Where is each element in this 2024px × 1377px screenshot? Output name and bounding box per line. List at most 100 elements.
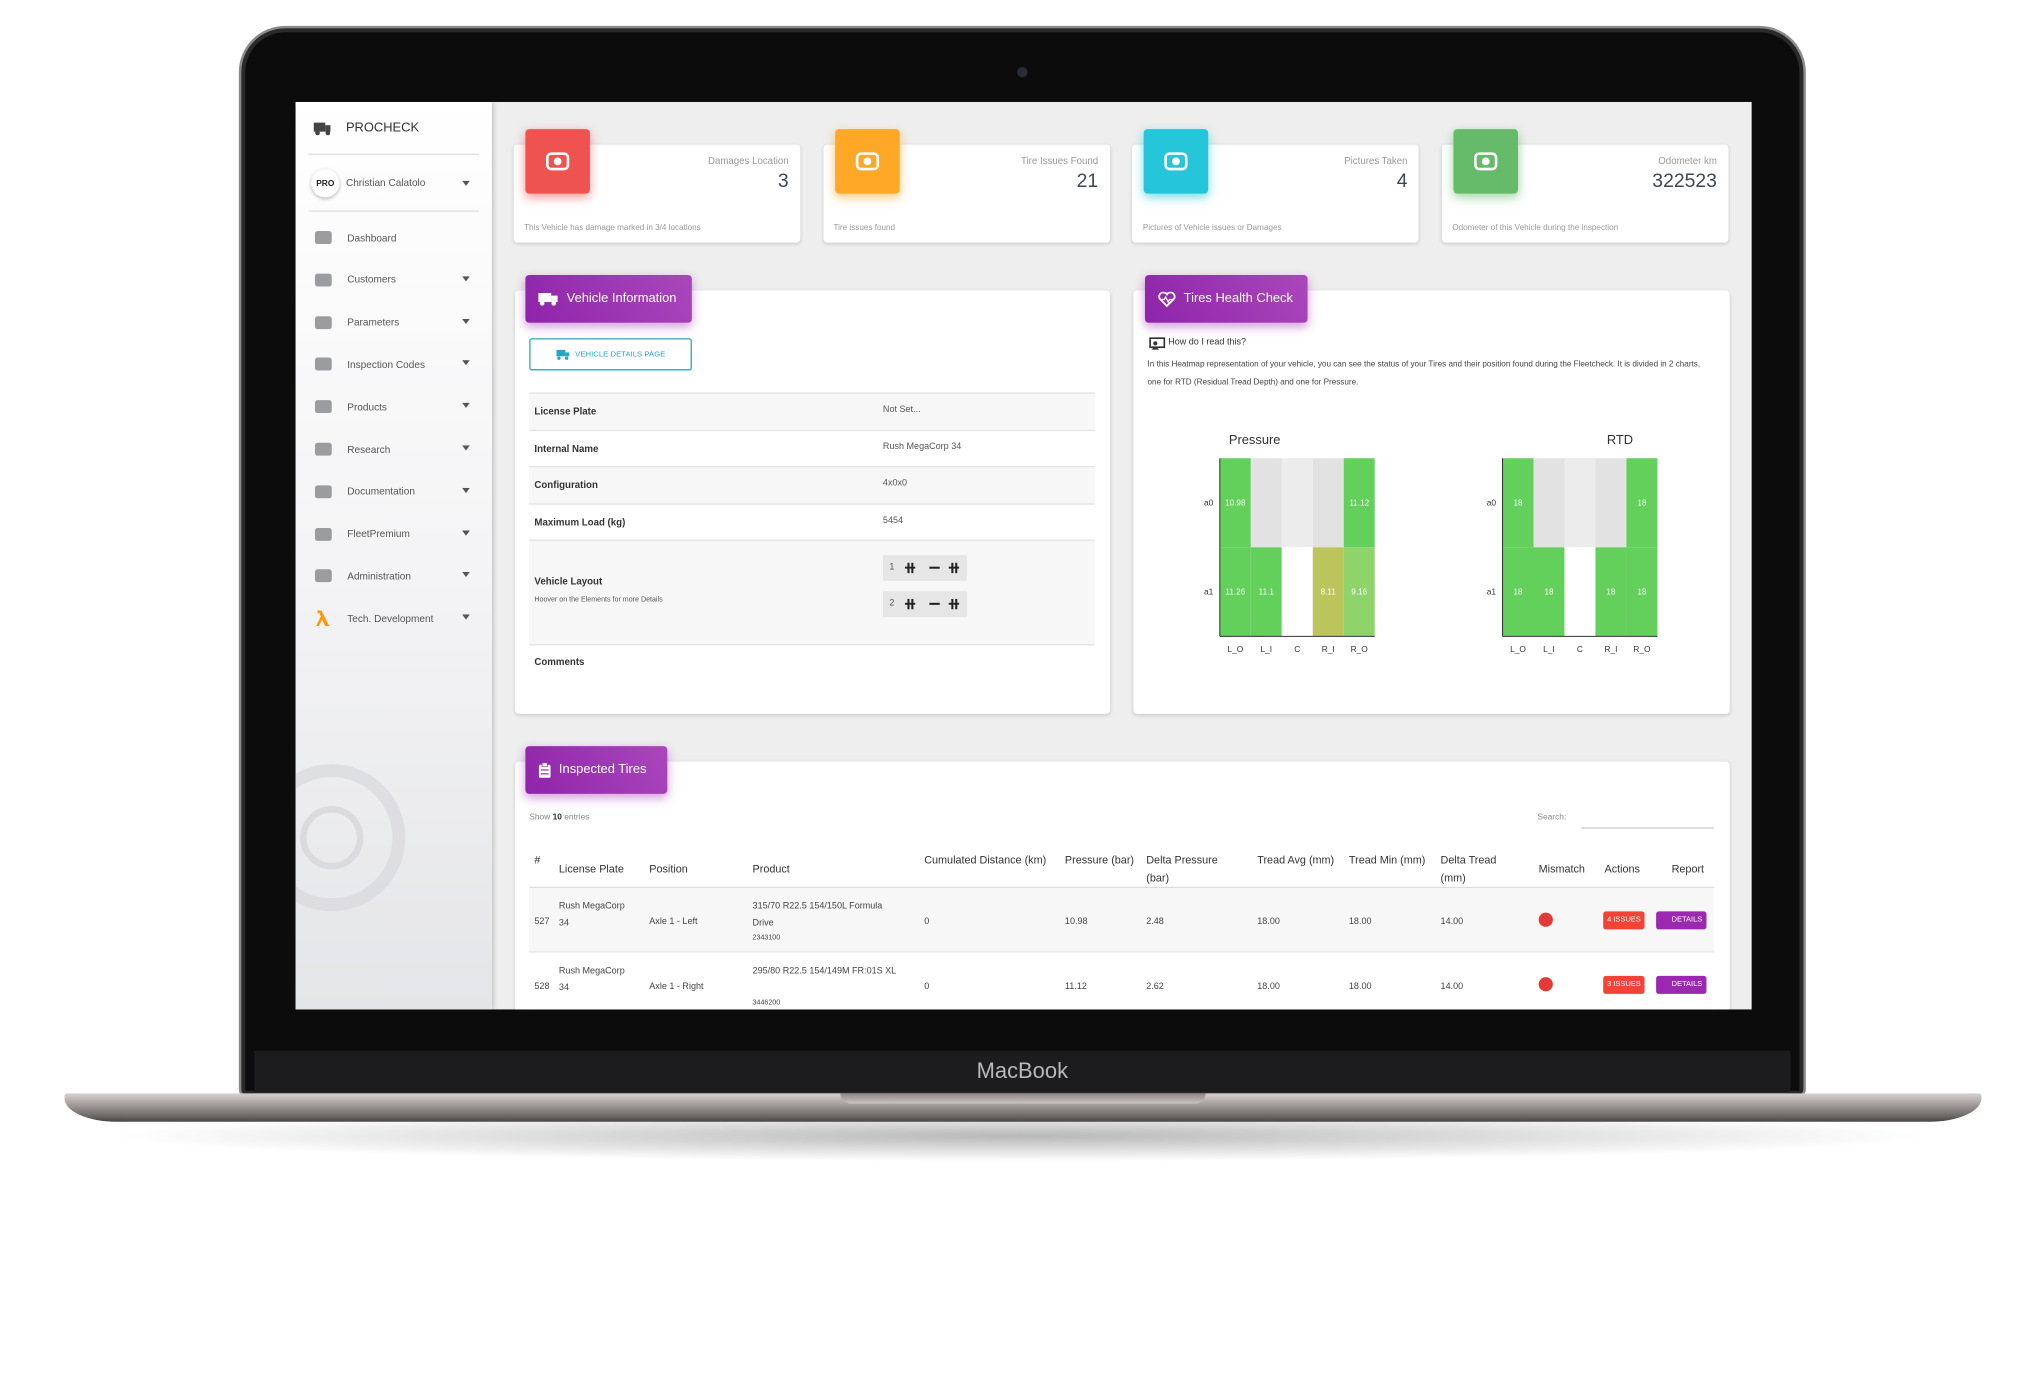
cell-label: 11.26 <box>1225 587 1245 596</box>
tab-title: Inspected Tires <box>558 762 647 778</box>
menu-item[interactable]: Documentation <box>314 483 470 501</box>
heat-cell <box>1343 458 1375 548</box>
menu-item[interactable]: FleetPremium <box>314 525 470 543</box>
chin <box>254 1050 1791 1093</box>
heatmap-title: RTD <box>1607 432 1633 447</box>
avatar[interactable]: PRO <box>311 169 340 198</box>
column-header[interactable]: Position <box>649 862 688 876</box>
column-header[interactable]: Product <box>752 862 790 876</box>
column-header[interactable]: License Plate <box>558 862 624 876</box>
tab-title: Vehicle Information <box>566 291 677 306</box>
cell-delta-pressure: 2.62 <box>1146 981 1164 991</box>
issues-button[interactable]: 4 ISSUES <box>1603 911 1645 930</box>
menu-icon <box>314 358 332 371</box>
cell-distance: 0 <box>924 981 930 991</box>
stat-glyph <box>855 152 879 171</box>
stat-icon <box>1144 129 1209 194</box>
column-header[interactable]: Cumulated Distance (km) <box>924 853 1047 867</box>
col-label: R_O <box>1633 644 1651 654</box>
details-button[interactable]: DETAILS <box>1656 975 1707 994</box>
menu-label: Administration <box>347 570 412 583</box>
col-label: C <box>1577 644 1583 654</box>
details-button[interactable]: DETAILS <box>1656 911 1707 930</box>
column-header[interactable]: Delta Pressure (bar) <box>1146 853 1218 885</box>
menu-label: Products <box>347 401 387 413</box>
cell-delta-tread: 14.00 <box>1440 981 1464 991</box>
row-label: a0 <box>1487 497 1497 507</box>
menu-icon <box>314 527 332 541</box>
menu-item[interactable]: Inspection Codes <box>314 355 470 373</box>
menu-icon <box>316 610 330 627</box>
heat-cell <box>1533 547 1565 637</box>
col-label: C <box>1294 644 1300 654</box>
entries-label: entries <box>564 813 590 823</box>
truck-icon <box>555 349 569 360</box>
mismatch-icon <box>1538 912 1553 927</box>
empty-cell <box>1564 547 1596 637</box>
menu-item[interactable]: Products <box>314 398 470 416</box>
cell-distance: 0 <box>924 917 930 927</box>
entries-count: 10 <box>552 813 562 823</box>
column-header[interactable]: Report <box>1671 862 1705 876</box>
column-header[interactable]: Tread Min (mm) <box>1348 853 1426 867</box>
menu-item[interactable]: Dashboard <box>314 228 396 246</box>
search-input[interactable] <box>1581 827 1715 829</box>
camera <box>1017 67 1028 78</box>
menu-icon <box>314 485 332 498</box>
menu-item[interactable]: Research <box>314 440 470 458</box>
col-label: R_I <box>1322 644 1335 654</box>
column-header[interactable]: Delta Tread (mm) <box>1440 853 1497 885</box>
stat-icon <box>834 129 900 194</box>
heatmap-title: Pressure <box>1229 432 1281 447</box>
menu-icon <box>314 315 332 329</box>
cell-label: 18 <box>1637 587 1647 596</box>
menu-item[interactable]: Parameters <box>314 313 470 331</box>
row-label: a1 <box>1204 586 1214 596</box>
menu-label: Research <box>347 443 391 456</box>
cell-position: Axle 1 - Left <box>649 917 698 927</box>
caret <box>462 402 470 409</box>
column-header[interactable]: # <box>534 853 541 867</box>
empty-cell <box>1281 547 1313 637</box>
column-header[interactable]: Tread Avg (mm) <box>1257 853 1335 867</box>
column-header[interactable]: Pressure (bar) <box>1064 853 1135 867</box>
column-header[interactable]: Mismatch <box>1538 862 1585 876</box>
truck-icon <box>313 122 331 136</box>
stat-icon <box>1453 129 1519 194</box>
heat-cell <box>1502 547 1534 637</box>
menu-item[interactable]: Tech. Development <box>314 610 470 628</box>
menu-label: Documentation <box>347 485 415 498</box>
empty-cell <box>1533 458 1565 548</box>
col-label: R_I <box>1604 644 1617 654</box>
stat-footer: Pictures of Vehicle issues or Damages <box>1142 223 1282 233</box>
cell-label: 18 <box>1513 587 1523 596</box>
menu-item[interactable]: Administration <box>314 567 470 585</box>
comments-label: Comments <box>534 655 585 668</box>
stat-glyph <box>1474 152 1498 171</box>
header-rule <box>529 886 1715 889</box>
mismatch-icon <box>1538 976 1553 991</box>
length-control[interactable]: Show 10 entries <box>529 813 589 822</box>
menu-icon <box>314 569 332 583</box>
info-value: Not Set... <box>882 405 921 415</box>
details-button[interactable]: VEHICLE DETAILS PAGE <box>529 338 692 371</box>
caret <box>462 318 470 324</box>
search-label: Search: <box>1537 813 1567 823</box>
column-header[interactable]: Actions <box>1604 862 1640 876</box>
info-row <box>529 392 1095 430</box>
info-key: License Plate <box>534 405 597 417</box>
cell-label: 9.16 <box>1351 587 1367 596</box>
divider <box>308 153 479 155</box>
user-name[interactable]: Christian Calatolo <box>345 176 426 189</box>
stat-label: Odometer km <box>1658 154 1717 167</box>
brand[interactable]: PROCHECK <box>345 121 420 136</box>
caret <box>462 572 470 578</box>
cell-product: 315/70 R22.5 154/150L Formula Drive <box>752 902 883 929</box>
stat-value: 322523 <box>1652 170 1717 193</box>
cell-delta-pressure: 2.48 <box>1146 917 1164 927</box>
empty-cell <box>1281 458 1313 548</box>
cell-id: 527 <box>534 917 550 927</box>
cell-pressure: 10.98 <box>1064 917 1088 927</box>
issues-button[interactable]: 3 ISSUES <box>1603 975 1645 994</box>
menu-item[interactable]: Customers <box>314 271 470 289</box>
